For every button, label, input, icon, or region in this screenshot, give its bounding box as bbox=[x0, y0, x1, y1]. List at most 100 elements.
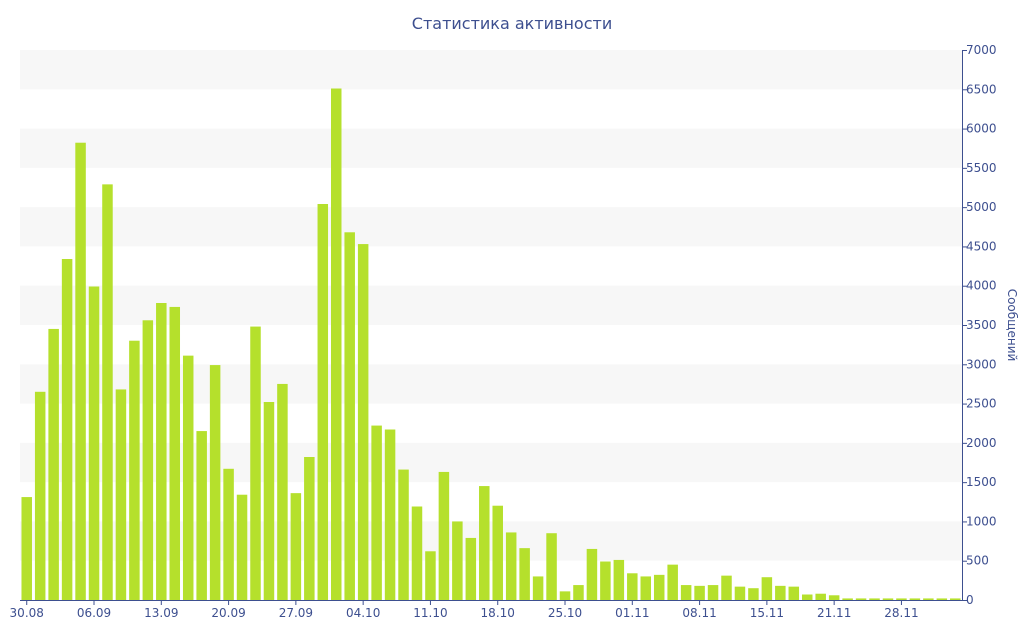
y-tick-label: 6500 bbox=[966, 82, 997, 96]
bar[interactable] bbox=[250, 326, 261, 600]
bar[interactable] bbox=[923, 598, 934, 600]
y-axis-label: Сообщений bbox=[1005, 289, 1019, 362]
bar[interactable] bbox=[479, 486, 490, 600]
y-tick-label: 500 bbox=[966, 554, 989, 568]
axes: 0 500 1000 1500 2000 2500 3000 3500 4000 4500 5000… bbox=[10, 43, 997, 620]
bar[interactable] bbox=[573, 585, 584, 600]
x-tick-label: 25.10 bbox=[548, 606, 582, 620]
bars bbox=[21, 88, 961, 601]
bar[interactable] bbox=[384, 429, 396, 601]
bar[interactable] bbox=[209, 365, 221, 600]
bar[interactable] bbox=[61, 259, 73, 600]
x-tick-label: 20.09 bbox=[211, 606, 245, 620]
bar[interactable] bbox=[169, 306, 181, 600]
bar[interactable] bbox=[236, 494, 248, 600]
x-tick-label: 30.08 bbox=[10, 606, 44, 620]
bar[interactable] bbox=[465, 537, 477, 600]
y-tick-label: 6000 bbox=[966, 122, 997, 136]
bar[interactable] bbox=[936, 598, 948, 600]
x-tick-label: 01.11 bbox=[615, 606, 649, 620]
bar[interactable] bbox=[627, 573, 638, 600]
bar[interactable] bbox=[855, 598, 867, 600]
bar[interactable] bbox=[775, 585, 786, 600]
y-tick-label: 4500 bbox=[966, 239, 997, 253]
x-tick-label: 21.11 bbox=[817, 606, 851, 620]
bar[interactable] bbox=[411, 506, 423, 601]
bar[interactable] bbox=[142, 320, 154, 600]
bar[interactable] bbox=[398, 469, 409, 600]
bar[interactable] bbox=[788, 586, 800, 600]
bar[interactable] bbox=[277, 383, 288, 600]
bar[interactable] bbox=[357, 244, 369, 600]
bar[interactable] bbox=[613, 559, 625, 600]
bar[interactable] bbox=[586, 548, 598, 600]
bar[interactable] bbox=[505, 532, 517, 600]
bar[interactable] bbox=[721, 575, 732, 600]
grid-band bbox=[20, 207, 962, 247]
bar[interactable] bbox=[734, 586, 746, 600]
bar[interactable] bbox=[748, 588, 759, 600]
bar[interactable] bbox=[371, 425, 382, 600]
x-tick-label: 06.09 bbox=[77, 606, 111, 620]
bar[interactable] bbox=[600, 561, 611, 601]
bar[interactable] bbox=[304, 457, 315, 600]
y-tick-label: 3500 bbox=[966, 318, 997, 332]
bar[interactable] bbox=[532, 576, 544, 600]
bar[interactable] bbox=[452, 521, 463, 600]
bar[interactable] bbox=[115, 389, 127, 600]
bar[interactable] bbox=[653, 574, 665, 600]
bar[interactable] bbox=[317, 204, 329, 600]
bar[interactable] bbox=[667, 564, 678, 600]
bar[interactable] bbox=[425, 551, 436, 600]
bar[interactable] bbox=[263, 402, 275, 600]
bar[interactable] bbox=[129, 340, 140, 600]
y-tick-label: 5500 bbox=[966, 161, 997, 175]
y-tick-label: 3000 bbox=[966, 357, 997, 371]
bar[interactable] bbox=[21, 497, 32, 600]
bar[interactable] bbox=[640, 576, 652, 600]
bar[interactable] bbox=[88, 286, 100, 601]
bar[interactable] bbox=[344, 232, 355, 601]
bar[interactable] bbox=[223, 468, 234, 600]
bar[interactable] bbox=[48, 328, 59, 600]
bar[interactable] bbox=[801, 594, 813, 601]
x-tick-label: 04.10 bbox=[346, 606, 380, 620]
bar[interactable] bbox=[842, 598, 853, 600]
bar[interactable] bbox=[909, 598, 921, 600]
bar[interactable] bbox=[694, 585, 705, 600]
bar[interactable] bbox=[75, 142, 86, 600]
x-tick-label: 08.11 bbox=[682, 606, 716, 620]
bar[interactable] bbox=[882, 598, 894, 600]
bar[interactable] bbox=[196, 431, 207, 600]
y-tick-label: 2000 bbox=[966, 436, 997, 450]
bar[interactable] bbox=[559, 591, 571, 600]
bar[interactable] bbox=[156, 303, 167, 600]
bar[interactable] bbox=[182, 355, 194, 600]
bar[interactable] bbox=[492, 505, 503, 600]
bar[interactable] bbox=[34, 391, 46, 600]
bar[interactable] bbox=[519, 548, 530, 600]
grid-band bbox=[20, 50, 962, 90]
x-tick-label: 15.11 bbox=[750, 606, 784, 620]
bar[interactable] bbox=[761, 577, 773, 600]
chart-title: Статистика активности bbox=[411, 14, 613, 33]
bar[interactable] bbox=[828, 595, 840, 600]
bar[interactable] bbox=[290, 493, 302, 600]
y-tick-label: 5000 bbox=[966, 200, 997, 214]
bar[interactable] bbox=[707, 585, 719, 600]
x-tick-label: 18.10 bbox=[481, 606, 515, 620]
bar[interactable] bbox=[330, 88, 342, 601]
bar[interactable] bbox=[438, 471, 450, 600]
x-tick-label: 27.09 bbox=[279, 606, 313, 620]
bar[interactable] bbox=[869, 598, 880, 600]
bar[interactable] bbox=[815, 593, 826, 600]
bar[interactable] bbox=[546, 533, 557, 600]
grid-band bbox=[20, 128, 962, 168]
bar[interactable] bbox=[680, 585, 692, 600]
x-tick-label: 28.11 bbox=[884, 606, 918, 620]
bar[interactable] bbox=[950, 598, 961, 600]
y-tick-label: 1500 bbox=[966, 475, 997, 489]
bar[interactable] bbox=[896, 598, 907, 600]
bar[interactable] bbox=[102, 184, 113, 601]
